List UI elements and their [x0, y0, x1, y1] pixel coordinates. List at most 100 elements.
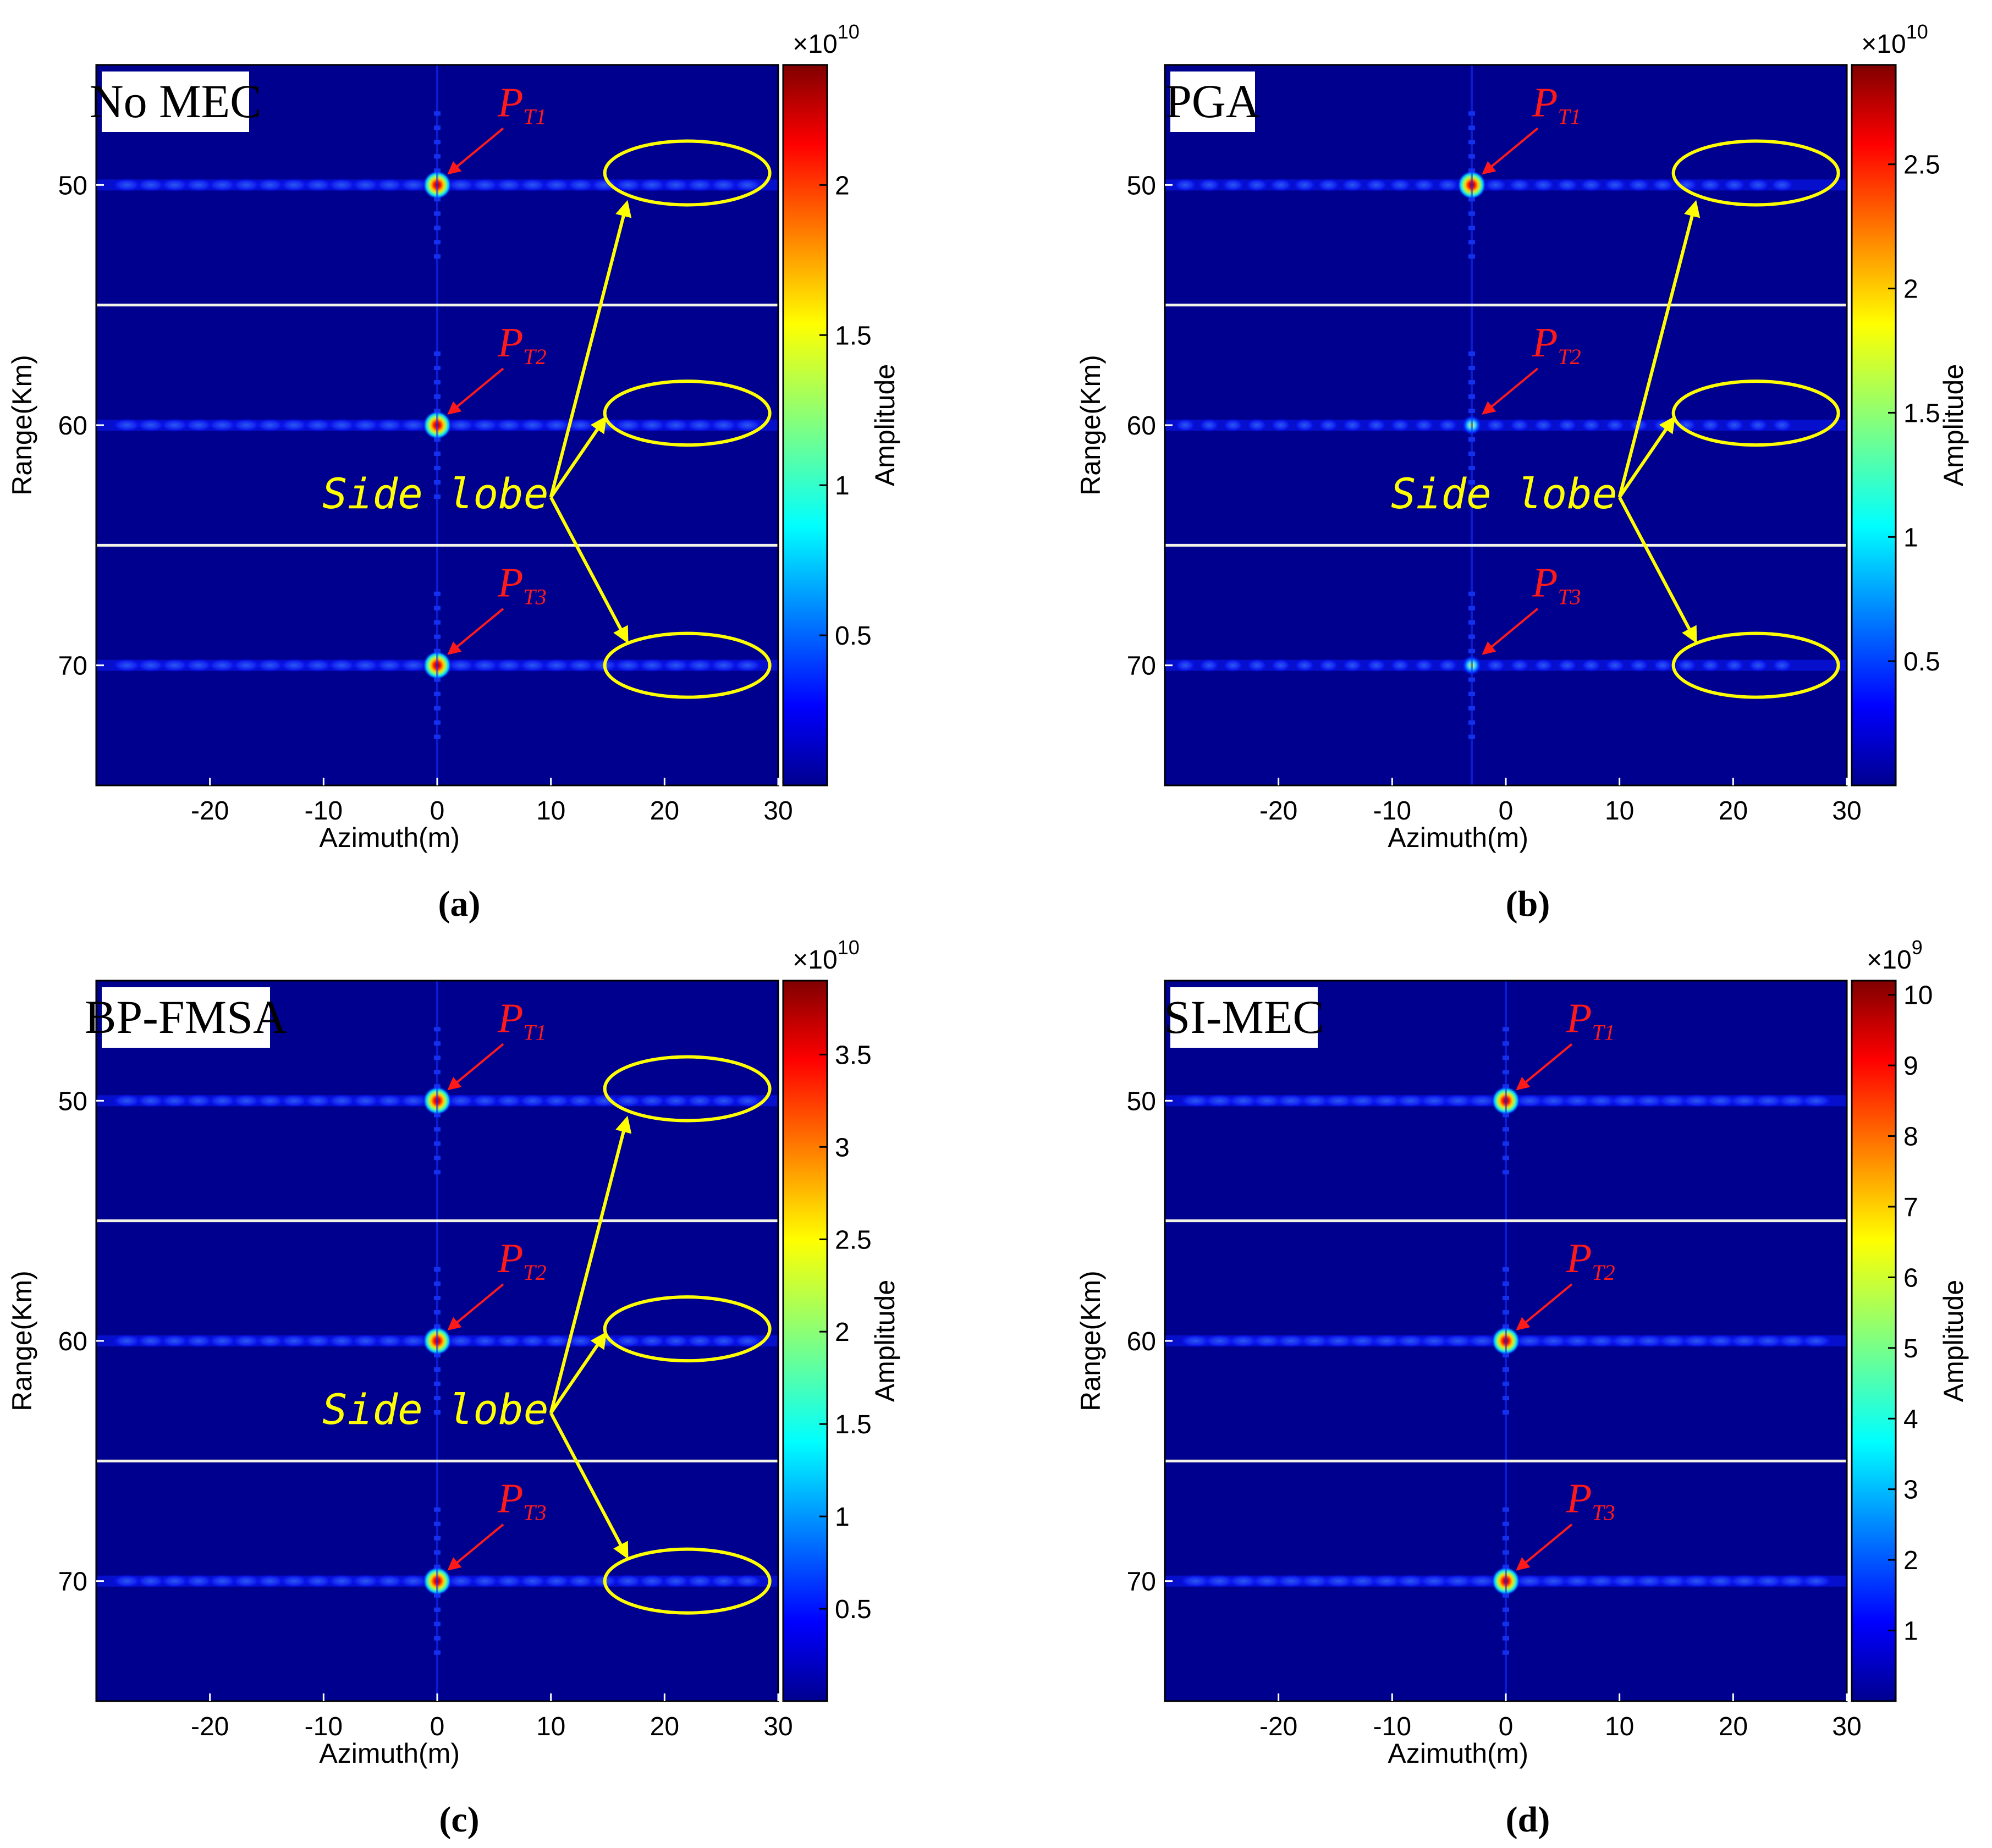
colorbar-label: Amplitude [1938, 364, 1969, 486]
target-1-sidelobe [1579, 178, 1603, 191]
point-label-letter: P [1532, 560, 1558, 606]
point-label-letter: P [497, 79, 523, 125]
point-label-subscript: T3 [523, 1500, 546, 1525]
panel-title-box: No MEC [90, 72, 262, 132]
colorbar-tick-label: 2 [835, 1318, 850, 1347]
x-tick-label: 20 [1719, 1712, 1748, 1741]
target-3-sidelobe [1175, 659, 1196, 672]
target-3-sidelobe [733, 659, 763, 672]
target-1-sidelobe [1221, 178, 1245, 191]
panel-caption: (d) [1506, 1800, 1550, 1840]
target-3-sidelobe [733, 1575, 763, 1588]
y-tick-label: 60 [1127, 411, 1156, 441]
x-tick-label: 30 [1832, 796, 1861, 826]
panel-caption: (b) [1506, 884, 1550, 924]
point-label-letter: P [1566, 1476, 1592, 1522]
target-2-sidelobe [1342, 419, 1363, 432]
target-3-sidelobe [1509, 659, 1530, 672]
target-1-sidelobe [1484, 178, 1508, 191]
colorbar-label: Amplitude [870, 1280, 900, 1402]
multiplier-exponent: 9 [1912, 936, 1923, 959]
point-label-letter: P [497, 320, 523, 366]
y-tick-label: 60 [58, 1327, 87, 1356]
x-tick-label: 30 [763, 796, 793, 826]
y-tick-label: 70 [1127, 652, 1156, 681]
target-1-sidelobe [1800, 1094, 1833, 1107]
target-3-sidelobe [1724, 659, 1745, 672]
colorbar-tick-label: 1 [1903, 1617, 1918, 1646]
target-3-sidelobe [1581, 659, 1602, 672]
target-3-sidelobe [1246, 659, 1267, 672]
colorbar-tick-label: 6 [1903, 1263, 1918, 1292]
target-3-sidelobe [1223, 659, 1243, 672]
point-label-subscript: T1 [523, 104, 546, 129]
target-1-sidelobe [1364, 178, 1389, 191]
colorbar-label: Amplitude [870, 364, 900, 486]
target-2-sidelobe [1700, 419, 1721, 432]
colorbar-multiplier: ×1010 [793, 20, 859, 59]
panel-a: No MEC PT1PT2PT3Side lobe-20 -10 0 10 20 30506… [7, 20, 900, 924]
target-2-sidelobe [1581, 419, 1602, 432]
x-tick-label: -10 [1373, 796, 1411, 826]
target-2-sidelobe [1175, 419, 1196, 432]
x-axis-label: Azimuth(m) [319, 822, 460, 853]
colorbar-gradient [1852, 981, 1896, 1701]
colorbar-tick-label: 10 [1903, 981, 1933, 1010]
panel-title: SI-MEC [1164, 991, 1324, 1043]
target-1-sidelobe [1269, 178, 1293, 191]
colorbar-tick-label: 0.5 [835, 622, 872, 651]
target-2-sidelobe [1557, 419, 1578, 432]
colorbar-tick-label: 0.5 [835, 1595, 872, 1624]
target-1-sidelobe [1650, 178, 1675, 191]
target-1-sidelobe [1627, 178, 1651, 191]
target-3-sidelobe [1366, 659, 1386, 672]
target-2-sidelobe [1270, 419, 1291, 432]
target-1-sidelobe [1173, 178, 1197, 191]
colorbar-tick-label: 5 [1903, 1334, 1918, 1363]
y-tick-label: 60 [58, 411, 87, 441]
point-label-letter: P [497, 1476, 523, 1522]
panel-d: SI-MEC PT1PT2PT3-20 -10 0 10 20 30506070Azimut… [1075, 936, 1969, 1840]
multiplier-base: ×10 [793, 30, 837, 59]
point-label-letter: P [497, 995, 523, 1041]
target-2-sidelobe [1199, 419, 1220, 432]
multiplier-exponent: 10 [838, 936, 860, 959]
target-3-sidelobe [1800, 1575, 1833, 1588]
colorbar-tick-label: 3 [1903, 1476, 1918, 1505]
x-tick-label: 30 [1832, 1712, 1861, 1741]
colorbar-label: Amplitude [1938, 1280, 1969, 1402]
x-tick-label: 10 [1605, 1712, 1634, 1741]
colorbar-tick-label: 4 [1903, 1405, 1918, 1434]
colorbar-tick-label: 1 [835, 1503, 850, 1532]
x-tick-label: 0 [430, 1712, 445, 1741]
y-axis-label: Range(Km) [1075, 355, 1106, 496]
target-2-sidelobe [1390, 419, 1411, 432]
colorbar-tick-label: 2.5 [835, 1225, 872, 1255]
point-label-letter: P [1566, 995, 1592, 1041]
colorbar: 12345678910×109Amplitude [1852, 936, 1969, 1701]
point-label-letter: P [1532, 79, 1558, 125]
colorbar-gradient [1852, 65, 1896, 785]
panel-title-box: BP-FMSA [85, 987, 287, 1048]
target-3-sidelobe [1604, 659, 1625, 672]
panel-caption: (c) [439, 1800, 479, 1840]
x-tick-label: -10 [305, 1712, 343, 1741]
colorbar-multiplier: ×1010 [793, 936, 859, 975]
x-axis-label: Azimuth(m) [1388, 1738, 1528, 1769]
target-1-sidelobe [1698, 178, 1723, 191]
y-tick-label: 50 [1127, 171, 1156, 200]
y-axis-label: Range(Km) [1075, 1270, 1106, 1411]
point-label-letter: P [1566, 1235, 1592, 1282]
panel-title-box: PGA [1165, 72, 1260, 132]
colorbar-gradient [783, 65, 827, 785]
y-tick-label: 70 [58, 652, 87, 681]
target-2-sidelobe [1413, 419, 1434, 432]
colorbar: 0.511.522.5×1010Amplitude [1852, 20, 1969, 785]
target-2-sidelobe [1509, 419, 1530, 432]
target-2-sidelobe [1318, 419, 1339, 432]
colorbar: 0.511.52×1010Amplitude [783, 20, 900, 785]
multiplier-base: ×10 [1867, 945, 1911, 975]
y-tick-label: 50 [58, 1087, 87, 1116]
x-tick-label: 20 [1719, 796, 1748, 826]
target-3-sidelobe [1270, 659, 1291, 672]
